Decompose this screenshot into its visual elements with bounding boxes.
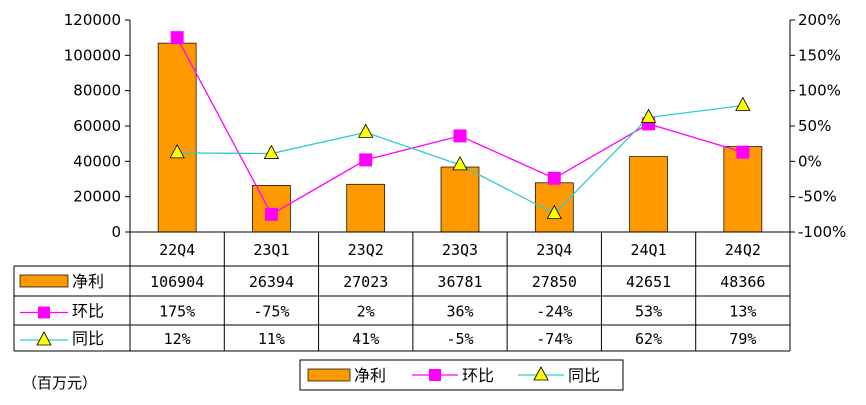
table-cell: 26394 <box>249 273 294 291</box>
right-axis-tick-label: 200% <box>798 11 841 29</box>
table-cell: 53% <box>635 303 662 321</box>
bar <box>629 156 668 233</box>
bar <box>157 42 197 233</box>
legend-label: 同比 <box>568 366 600 385</box>
row-label: 同比 <box>72 329 104 348</box>
left-axis-tick-label: 20000 <box>73 188 121 206</box>
legend-box <box>299 359 624 391</box>
category-label: 22Q4 <box>159 241 195 259</box>
legend-label: 净利 <box>354 366 386 385</box>
right-axis-tick-label: -100% <box>798 223 846 241</box>
unit-label: （百万元） <box>22 374 97 392</box>
table-cell: 11% <box>258 330 285 348</box>
table-cell: 42651 <box>626 273 671 291</box>
qoq-marker <box>453 129 467 143</box>
category-label: 23Q1 <box>253 241 289 259</box>
legend-label: 环比 <box>462 366 494 385</box>
row-label: 环比 <box>72 302 104 321</box>
category-label: 24Q2 <box>725 241 761 259</box>
category-label: 24Q1 <box>631 241 667 259</box>
table-cell: -24% <box>536 303 572 321</box>
yoy-marker <box>640 108 657 123</box>
table-cell: 106904 <box>150 273 204 291</box>
category-label: 23Q4 <box>536 241 572 259</box>
table-cell: 36781 <box>437 273 482 291</box>
yoy-marker <box>735 96 751 111</box>
table-cell: 41% <box>352 330 379 348</box>
table-cell: -74% <box>536 330 572 348</box>
left-axis-tick-label: 120000 <box>64 11 121 29</box>
bar <box>346 183 386 233</box>
left-axis-tick-label: 100000 <box>64 46 121 64</box>
data-table: 22Q4 23Q1 23Q2 23Q3 23Q4 24Q1 24Q2 净利 106904 2639… <box>13 231 791 352</box>
qoq-marker <box>170 31 184 45</box>
qoq-marker <box>736 145 750 159</box>
row-key-bar <box>19 274 69 288</box>
legend-key-bar <box>307 368 351 382</box>
table-cell: 48366 <box>720 273 765 291</box>
right-axis-tick-label: 50% <box>798 117 831 135</box>
right-axis-tick-label: 100% <box>798 82 841 100</box>
left-axis-tick-label: 40000 <box>73 152 121 170</box>
legend-key-marker <box>429 369 441 381</box>
left-axis-tick-label: 0 <box>111 223 121 241</box>
table-cell: 27850 <box>532 273 577 291</box>
table-cell: 13% <box>729 303 756 321</box>
row-key-marker <box>38 306 50 319</box>
table-cell: -75% <box>253 303 289 321</box>
row-label: 净利 <box>72 272 104 291</box>
right-axis-tick-label: -50% <box>798 188 837 206</box>
qoq-marker <box>264 207 278 221</box>
bar <box>440 166 480 233</box>
legend: 净利 环比 同比 <box>299 359 624 391</box>
row-key-marker <box>36 331 52 346</box>
table-cell: 62% <box>635 330 662 348</box>
yoy-marker <box>358 123 374 138</box>
table-cell: -5% <box>446 330 473 348</box>
bar <box>723 146 763 233</box>
table-cell: 27023 <box>343 273 388 291</box>
table-cell: 2% <box>357 303 375 321</box>
table-cell: 12% <box>164 330 191 348</box>
yoy-marker <box>263 144 280 159</box>
table-cell: 36% <box>446 303 473 321</box>
left-axis-tick-label: 80000 <box>73 82 121 100</box>
table-cell: 175% <box>159 303 195 321</box>
table-cell: 79% <box>729 330 756 348</box>
qoq-marker <box>547 171 561 185</box>
yoy-marker <box>546 204 562 220</box>
category-label: 23Q3 <box>442 241 478 259</box>
plot-area: 0 20000 40000 60000 80000 100000 120000 -100% -5… <box>64 11 847 241</box>
right-axis-tick-label: 150% <box>798 46 841 64</box>
right-axis-tick-label: 0% <box>798 152 822 170</box>
qoq-marker <box>359 153 373 167</box>
legend-key-marker <box>533 366 549 381</box>
category-label: 23Q2 <box>348 241 384 259</box>
yoy-marker <box>169 144 185 159</box>
left-axis-tick-label: 60000 <box>73 117 121 135</box>
yoy-marker <box>452 156 468 171</box>
